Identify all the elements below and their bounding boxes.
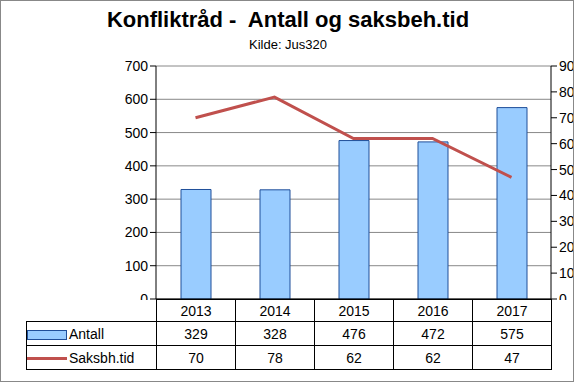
svg-text:40: 40	[559, 187, 566, 203]
svg-text:20: 20	[559, 239, 566, 255]
html-text:70: 70	[188, 349, 204, 366]
svg-text:50: 50	[559, 162, 566, 178]
html-text:47: 47	[504, 349, 520, 366]
html-text:Saksbh.tid: Saksbh.tid	[69, 349, 135, 366]
html-text:476: 476	[342, 325, 366, 342]
svg-text:0: 0	[140, 291, 148, 300]
html-text:2017: 2017	[496, 302, 528, 319]
svg-text:200: 200	[125, 224, 149, 240]
html-text:Kilde: Jus320: Kilde: Jus320	[249, 37, 327, 52]
svg-text:30: 30	[559, 213, 566, 229]
svg-text:80: 80	[559, 84, 566, 100]
svg-text:300: 300	[125, 191, 149, 207]
svg-text:600: 600	[125, 91, 149, 107]
svg-text:60: 60	[559, 136, 566, 152]
html-text:2013: 2013	[180, 302, 212, 319]
svg-text:90: 90	[559, 58, 566, 74]
html-text:329: 329	[184, 325, 208, 342]
html-text:2014: 2014	[259, 302, 291, 319]
svg-text:70: 70	[559, 110, 566, 126]
svg-text:500: 500	[125, 125, 149, 141]
svg-text:0: 0	[559, 291, 566, 300]
html-text:62: 62	[425, 349, 441, 366]
html-text:575: 575	[500, 325, 524, 342]
svg-text:400: 400	[125, 158, 149, 174]
html-text:78: 78	[267, 349, 283, 366]
html-text:2016: 2016	[417, 302, 449, 319]
html-text:2015: 2015	[338, 302, 370, 319]
html-text:62: 62	[346, 349, 362, 366]
html-text:Konfliktråd - Antall og saksbe: Konfliktråd - Antall og saksbeh.tid	[106, 7, 470, 32]
svg-text:700: 700	[125, 58, 149, 74]
svg-text:100: 100	[125, 258, 149, 274]
html-text:472: 472	[421, 325, 445, 342]
svg-text:10: 10	[559, 265, 566, 281]
html-text:328: 328	[263, 325, 287, 342]
html-text:Antall: Antall	[69, 325, 104, 342]
